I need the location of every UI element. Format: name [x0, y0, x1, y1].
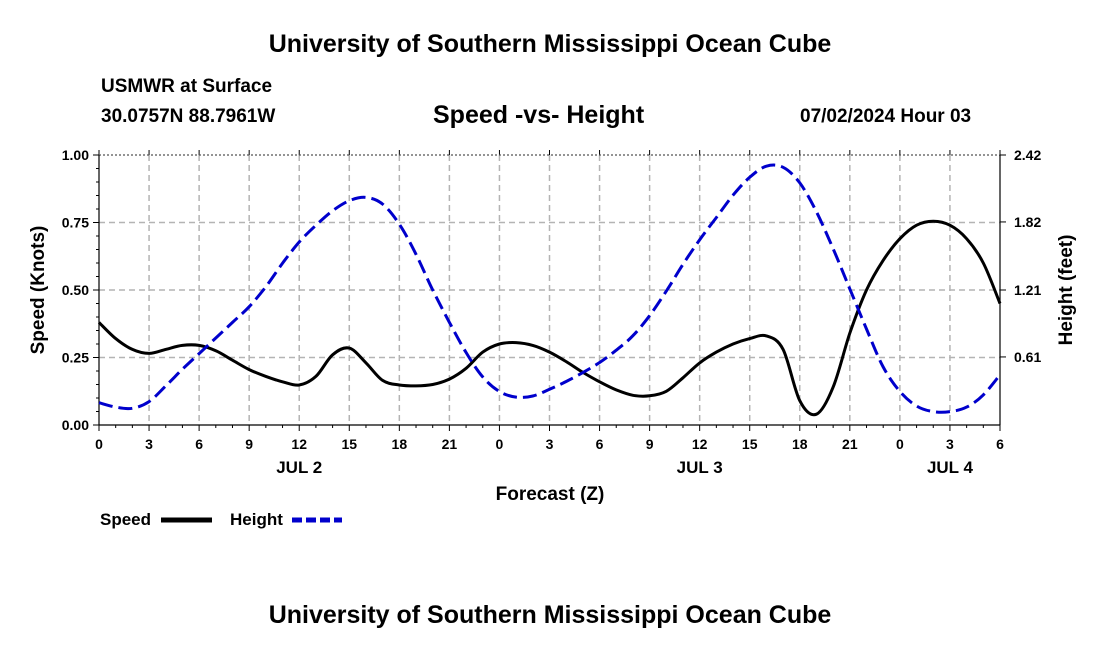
y2-tick-label: 1.21 — [1014, 282, 1041, 298]
legend: Speed Height — [100, 510, 342, 529]
x-tick-label: 6 — [195, 436, 203, 452]
x-tick-label: 9 — [646, 436, 654, 452]
x-tick-label: 0 — [496, 436, 504, 452]
speed-height-chart: 0 3 6 9 12 15 18 21 0 3 6 9 12 15 18 21 0 3 6 JUL 2 JUL 3 JUL… — [28, 147, 1077, 529]
y-axis-title: Speed (Knots) — [28, 226, 49, 355]
chart-title: Speed -vs- Height — [433, 101, 645, 129]
series-line-height — [98, 163, 1002, 414]
station-label: USMWR at Surface — [101, 76, 273, 97]
x-axis-title: Forecast (Z) — [496, 484, 605, 505]
x-tick-label: 12 — [692, 436, 708, 452]
x-tick-label: 12 — [291, 436, 307, 452]
x-tick-label: 15 — [742, 436, 758, 452]
y-tick-label: 0.00 — [62, 417, 89, 433]
x-tick-label: 15 — [341, 436, 357, 452]
y2-tick-label: 1.82 — [1014, 214, 1041, 230]
y-tick-label: 0.50 — [62, 282, 89, 298]
footer-title: University of Southern Mississippi Ocean… — [268, 601, 832, 629]
axes-layer: 0 3 6 9 12 15 18 21 0 3 6 9 12 15 18 21 0 3 6 JUL 2 JUL 3 JUL… — [62, 147, 1042, 477]
y-tick-label: 0.25 — [62, 350, 89, 366]
coordinates-label: 30.0757N 88.7961W — [101, 106, 276, 127]
x-tick-label: 3 — [546, 436, 554, 452]
date-label: JUL 2 — [276, 458, 322, 477]
x-tick-label: 6 — [596, 436, 604, 452]
y-tick-label: 1.00 — [62, 147, 89, 163]
x-tick-label: 6 — [996, 436, 1004, 452]
x-tick-label: 3 — [946, 436, 954, 452]
x-tick-label: 21 — [842, 436, 858, 452]
series-layer — [97, 163, 1002, 417]
grid-layer — [99, 155, 1000, 425]
x-tick-label: 0 — [896, 436, 904, 452]
y-tick-label: 0.75 — [62, 215, 89, 231]
date-label: JUL 3 — [677, 458, 723, 477]
datetime-label: 07/02/2024 Hour 03 — [800, 106, 972, 127]
x-tick-label: 21 — [442, 436, 458, 452]
x-tick-label: 0 — [95, 436, 103, 452]
y2-tick-label: 0.61 — [1014, 349, 1041, 365]
series-line-speed — [97, 219, 1002, 417]
x-tick-label: 18 — [792, 436, 808, 452]
y2-tick-label: 2.42 — [1014, 147, 1041, 163]
x-tick-label: 18 — [392, 436, 408, 452]
y2-axis-title: Height (feet) — [1056, 235, 1077, 346]
x-tick-label: 9 — [245, 436, 253, 452]
page-title: University of Southern Mississippi Ocean… — [268, 30, 832, 58]
x-tick-label: 3 — [145, 436, 153, 452]
date-label: JUL 4 — [927, 458, 974, 477]
legend-label-speed: Speed — [100, 510, 151, 529]
legend-label-height: Height — [230, 510, 283, 529]
